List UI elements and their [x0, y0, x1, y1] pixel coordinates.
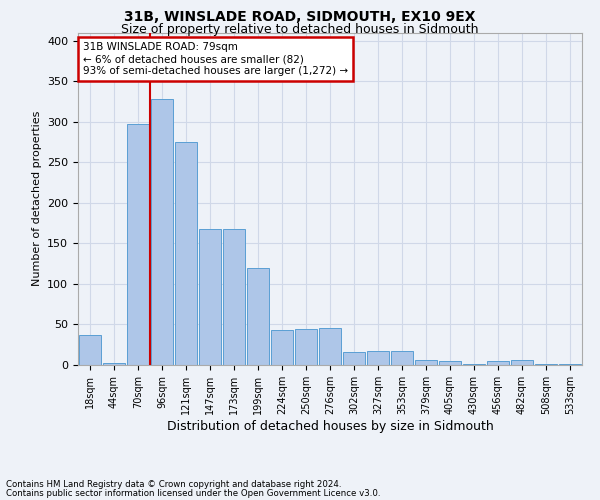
Bar	[559, 364, 581, 365]
Bar	[103, 362, 125, 365]
Bar	[487, 361, 509, 365]
Bar	[151, 99, 173, 365]
Bar	[319, 328, 341, 365]
Text: 31B WINSLADE ROAD: 79sqm
← 6% of detached houses are smaller (82)
93% of semi-de: 31B WINSLADE ROAD: 79sqm ← 6% of detache…	[83, 42, 348, 76]
Text: 31B, WINSLADE ROAD, SIDMOUTH, EX10 9EX: 31B, WINSLADE ROAD, SIDMOUTH, EX10 9EX	[124, 10, 476, 24]
Bar	[199, 229, 221, 365]
Bar	[295, 328, 317, 365]
Bar	[271, 330, 293, 365]
Bar	[223, 229, 245, 365]
Bar	[415, 360, 437, 365]
Bar	[391, 351, 413, 365]
Text: Size of property relative to detached houses in Sidmouth: Size of property relative to detached ho…	[121, 22, 479, 36]
Bar	[175, 142, 197, 365]
Bar	[367, 351, 389, 365]
Bar	[79, 335, 101, 365]
Bar	[535, 364, 557, 365]
Y-axis label: Number of detached properties: Number of detached properties	[32, 111, 41, 286]
Bar	[463, 364, 485, 365]
Bar	[439, 361, 461, 365]
Text: Contains public sector information licensed under the Open Government Licence v3: Contains public sector information licen…	[6, 488, 380, 498]
Text: Contains HM Land Registry data © Crown copyright and database right 2024.: Contains HM Land Registry data © Crown c…	[6, 480, 341, 489]
Bar	[511, 360, 533, 365]
Bar	[247, 268, 269, 365]
X-axis label: Distribution of detached houses by size in Sidmouth: Distribution of detached houses by size …	[167, 420, 493, 432]
Bar	[343, 352, 365, 365]
Bar	[127, 124, 149, 365]
